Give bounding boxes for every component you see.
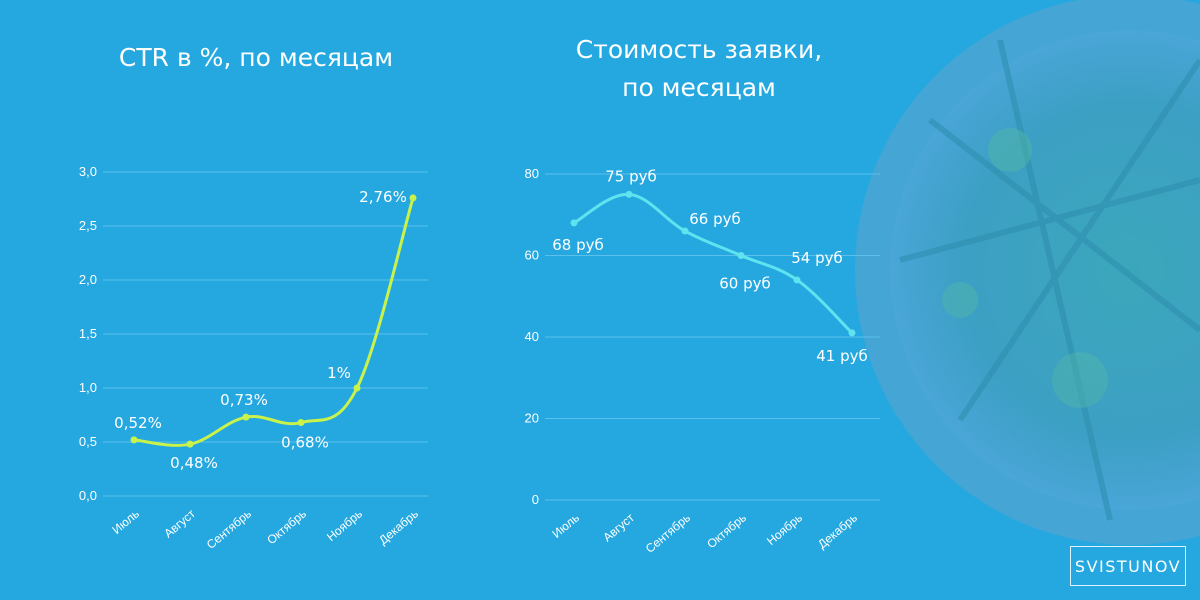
cost-data-labels: 68 руб 75 руб 66 руб 60 руб 54 руб 41 руб <box>552 167 868 365</box>
y-tick-label: 80 <box>525 166 539 181</box>
cost-series-line <box>573 192 854 335</box>
x-tick-label: Июль <box>109 507 141 537</box>
ctr-chart-title: CTR в %, по месяцам <box>119 43 393 72</box>
data-label: 41 руб <box>816 347 868 365</box>
data-label: 75 руб <box>605 167 657 185</box>
data-label: 0,73% <box>220 391 268 409</box>
cost-points <box>570 190 856 337</box>
data-point <box>130 436 138 444</box>
x-tick-label: Ноябрь <box>764 511 805 548</box>
data-point <box>737 252 745 259</box>
ctr-gridlines <box>103 171 428 497</box>
cost-y-axis: 0 20 40 60 80 <box>525 166 539 507</box>
x-tick-label: Август <box>161 506 198 540</box>
x-tick-label: Декабрь <box>376 507 421 548</box>
y-tick-label: 0,0 <box>79 488 97 503</box>
data-point <box>625 190 633 198</box>
data-label: 0,68% <box>281 434 329 452</box>
x-tick-label: Август <box>600 510 637 544</box>
cost-chart-title-line-2: по месяцам <box>622 73 776 102</box>
ctr-chart: CTR в %, по месяцам 0,0 0,5 1,0 1,5 2,0 2,5 3,… <box>79 43 428 552</box>
ctr-data-labels: 0,52% 0,48% 0,73% 0,68% 1% 2,76% <box>114 188 407 472</box>
cost-x-axis: Июль Август Сентябрь Октябрь Ноябрь Декабрь <box>549 510 859 556</box>
cost-gridlines <box>545 173 880 501</box>
data-label: 60 руб <box>719 275 771 293</box>
data-label: 68 руб <box>552 236 604 254</box>
x-tick-label: Ноябрь <box>324 507 365 544</box>
brand-logo: SVISTUNOV <box>1070 546 1186 586</box>
data-point <box>297 419 305 427</box>
data-point <box>353 384 361 392</box>
data-point <box>242 413 250 421</box>
data-label: 1% <box>327 364 351 382</box>
data-label: 0,52% <box>114 414 162 432</box>
x-tick-label: Сентябрь <box>643 511 693 556</box>
cost-chart: Стоимость заявки, по месяцам 0 20 40 60 80 И… <box>525 35 880 556</box>
x-tick-label: Октябрь <box>264 507 309 548</box>
y-tick-label: 2,0 <box>79 272 97 287</box>
y-tick-label: 0,5 <box>79 434 97 449</box>
y-tick-label: 1,0 <box>79 380 97 395</box>
pizza-photo <box>855 0 1200 545</box>
ctr-points <box>130 194 417 448</box>
data-point <box>681 227 689 235</box>
y-tick-label: 60 <box>525 248 539 263</box>
ctr-x-axis: Июль Август Сентябрь Октябрь Ноябрь Декабрь <box>109 506 420 552</box>
ctr-series-line <box>133 197 415 447</box>
x-tick-label: Сентябрь <box>204 507 254 552</box>
data-label: 66 руб <box>689 210 741 228</box>
data-point <box>409 194 417 202</box>
y-tick-label: 20 <box>525 411 539 426</box>
x-tick-label: Декабрь <box>815 511 860 552</box>
data-label: 2,76% <box>359 188 407 206</box>
y-tick-label: 3,0 <box>79 164 97 179</box>
y-tick-label: 0 <box>532 492 539 507</box>
data-point <box>570 219 578 227</box>
y-tick-label: 2,5 <box>79 218 97 233</box>
x-tick-label: Октябрь <box>704 511 749 552</box>
x-tick-label: Июль <box>549 511 581 541</box>
cost-chart-title-line-1: Стоимость заявки, <box>576 35 822 64</box>
ctr-y-axis: 0,0 0,5 1,0 1,5 2,0 2,5 3,0 <box>79 164 97 503</box>
data-point <box>793 276 801 284</box>
y-tick-label: 40 <box>525 329 539 344</box>
data-label: 0,48% <box>170 454 218 472</box>
data-point <box>848 329 856 337</box>
data-point <box>186 440 194 448</box>
data-label: 54 руб <box>791 249 843 267</box>
y-tick-label: 1,5 <box>79 326 97 341</box>
